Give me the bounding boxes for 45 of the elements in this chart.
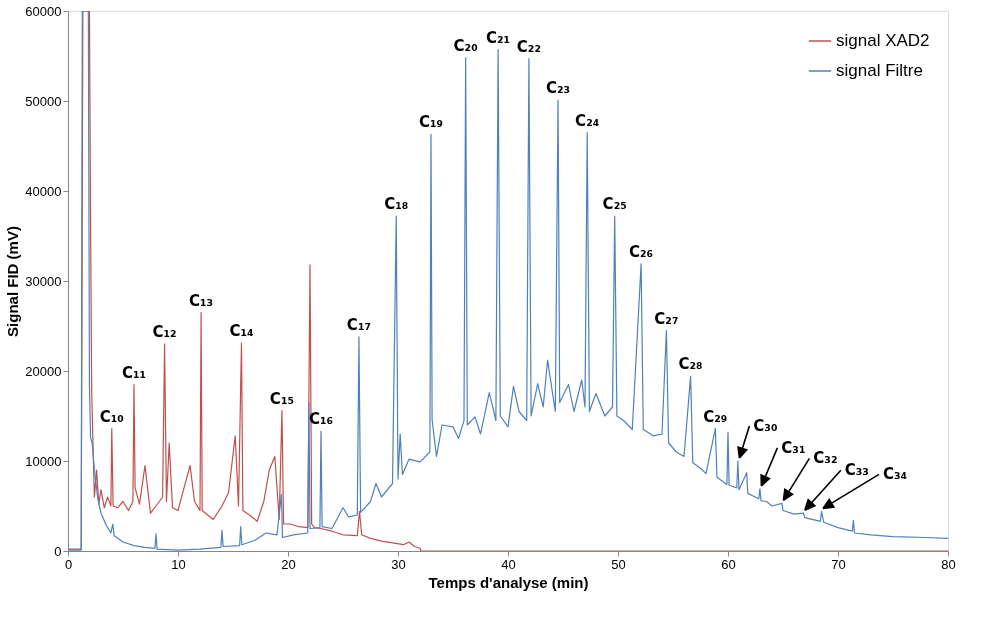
annotation: C₁₉ [418, 113, 444, 132]
legend-label: signal Filtre [836, 61, 923, 80]
annotation: C₃₄ [882, 465, 908, 484]
annotation: C₁₇ [346, 315, 372, 334]
annotation: C₁₅ [269, 389, 295, 408]
annotation: C₂₆ [629, 242, 654, 261]
annotation: C₁₆ [308, 410, 334, 429]
x-tick-label: 30 [391, 556, 406, 572]
annotation: C₁₀ [99, 407, 124, 426]
y-tick-label: 0 [54, 543, 62, 559]
y-tick-label: 40000 [25, 183, 62, 199]
annotation: C₂₁ [486, 28, 511, 47]
annotation: C₁₃ [189, 291, 214, 310]
annotation: C₂₅ [602, 195, 627, 214]
annotation: C₃₃ [844, 461, 869, 480]
annotation: C₁₄ [229, 322, 254, 341]
x-tick-label: 50 [611, 556, 626, 572]
annotation: C₁₁ [121, 363, 147, 382]
x-tick-label: 60 [721, 556, 736, 572]
x-tick-label: 0 [64, 556, 73, 572]
annotation: C₃₁ [781, 438, 806, 457]
y-tick-label: 20000 [25, 363, 62, 379]
x-tick-label: 20 [281, 556, 296, 572]
x-axis-title: Temps d'analyse (min) [428, 573, 589, 591]
x-tick-label: 80 [941, 556, 956, 572]
annotation: C₃₂ [813, 449, 838, 468]
annotation: C₂₈ [678, 355, 703, 374]
x-tick-label: 70 [831, 556, 846, 572]
annotation: C₁₈ [384, 195, 409, 214]
y-tick-label: 30000 [25, 273, 62, 289]
annotation: C₂₄ [575, 111, 600, 130]
x-tick-label: 40 [501, 556, 516, 572]
y-tick-label: 10000 [25, 453, 62, 469]
annotation: C₂₇ [654, 309, 679, 328]
y-tick-label: 60000 [25, 3, 62, 19]
annotation: C₂₂ [516, 37, 541, 56]
legend-label: signal XAD2 [836, 31, 930, 50]
annotation: C₃₀ [753, 417, 778, 435]
annotation: C₂₉ [703, 407, 728, 426]
x-tick-label: 10 [171, 556, 186, 572]
annotation: C₂₃ [545, 79, 571, 98]
y-axis-title: Signal FID (mV) [4, 226, 22, 337]
annotation: C₂₀ [453, 36, 478, 55]
y-tick-label: 50000 [25, 93, 62, 109]
annotation: C₁₂ [152, 323, 177, 341]
